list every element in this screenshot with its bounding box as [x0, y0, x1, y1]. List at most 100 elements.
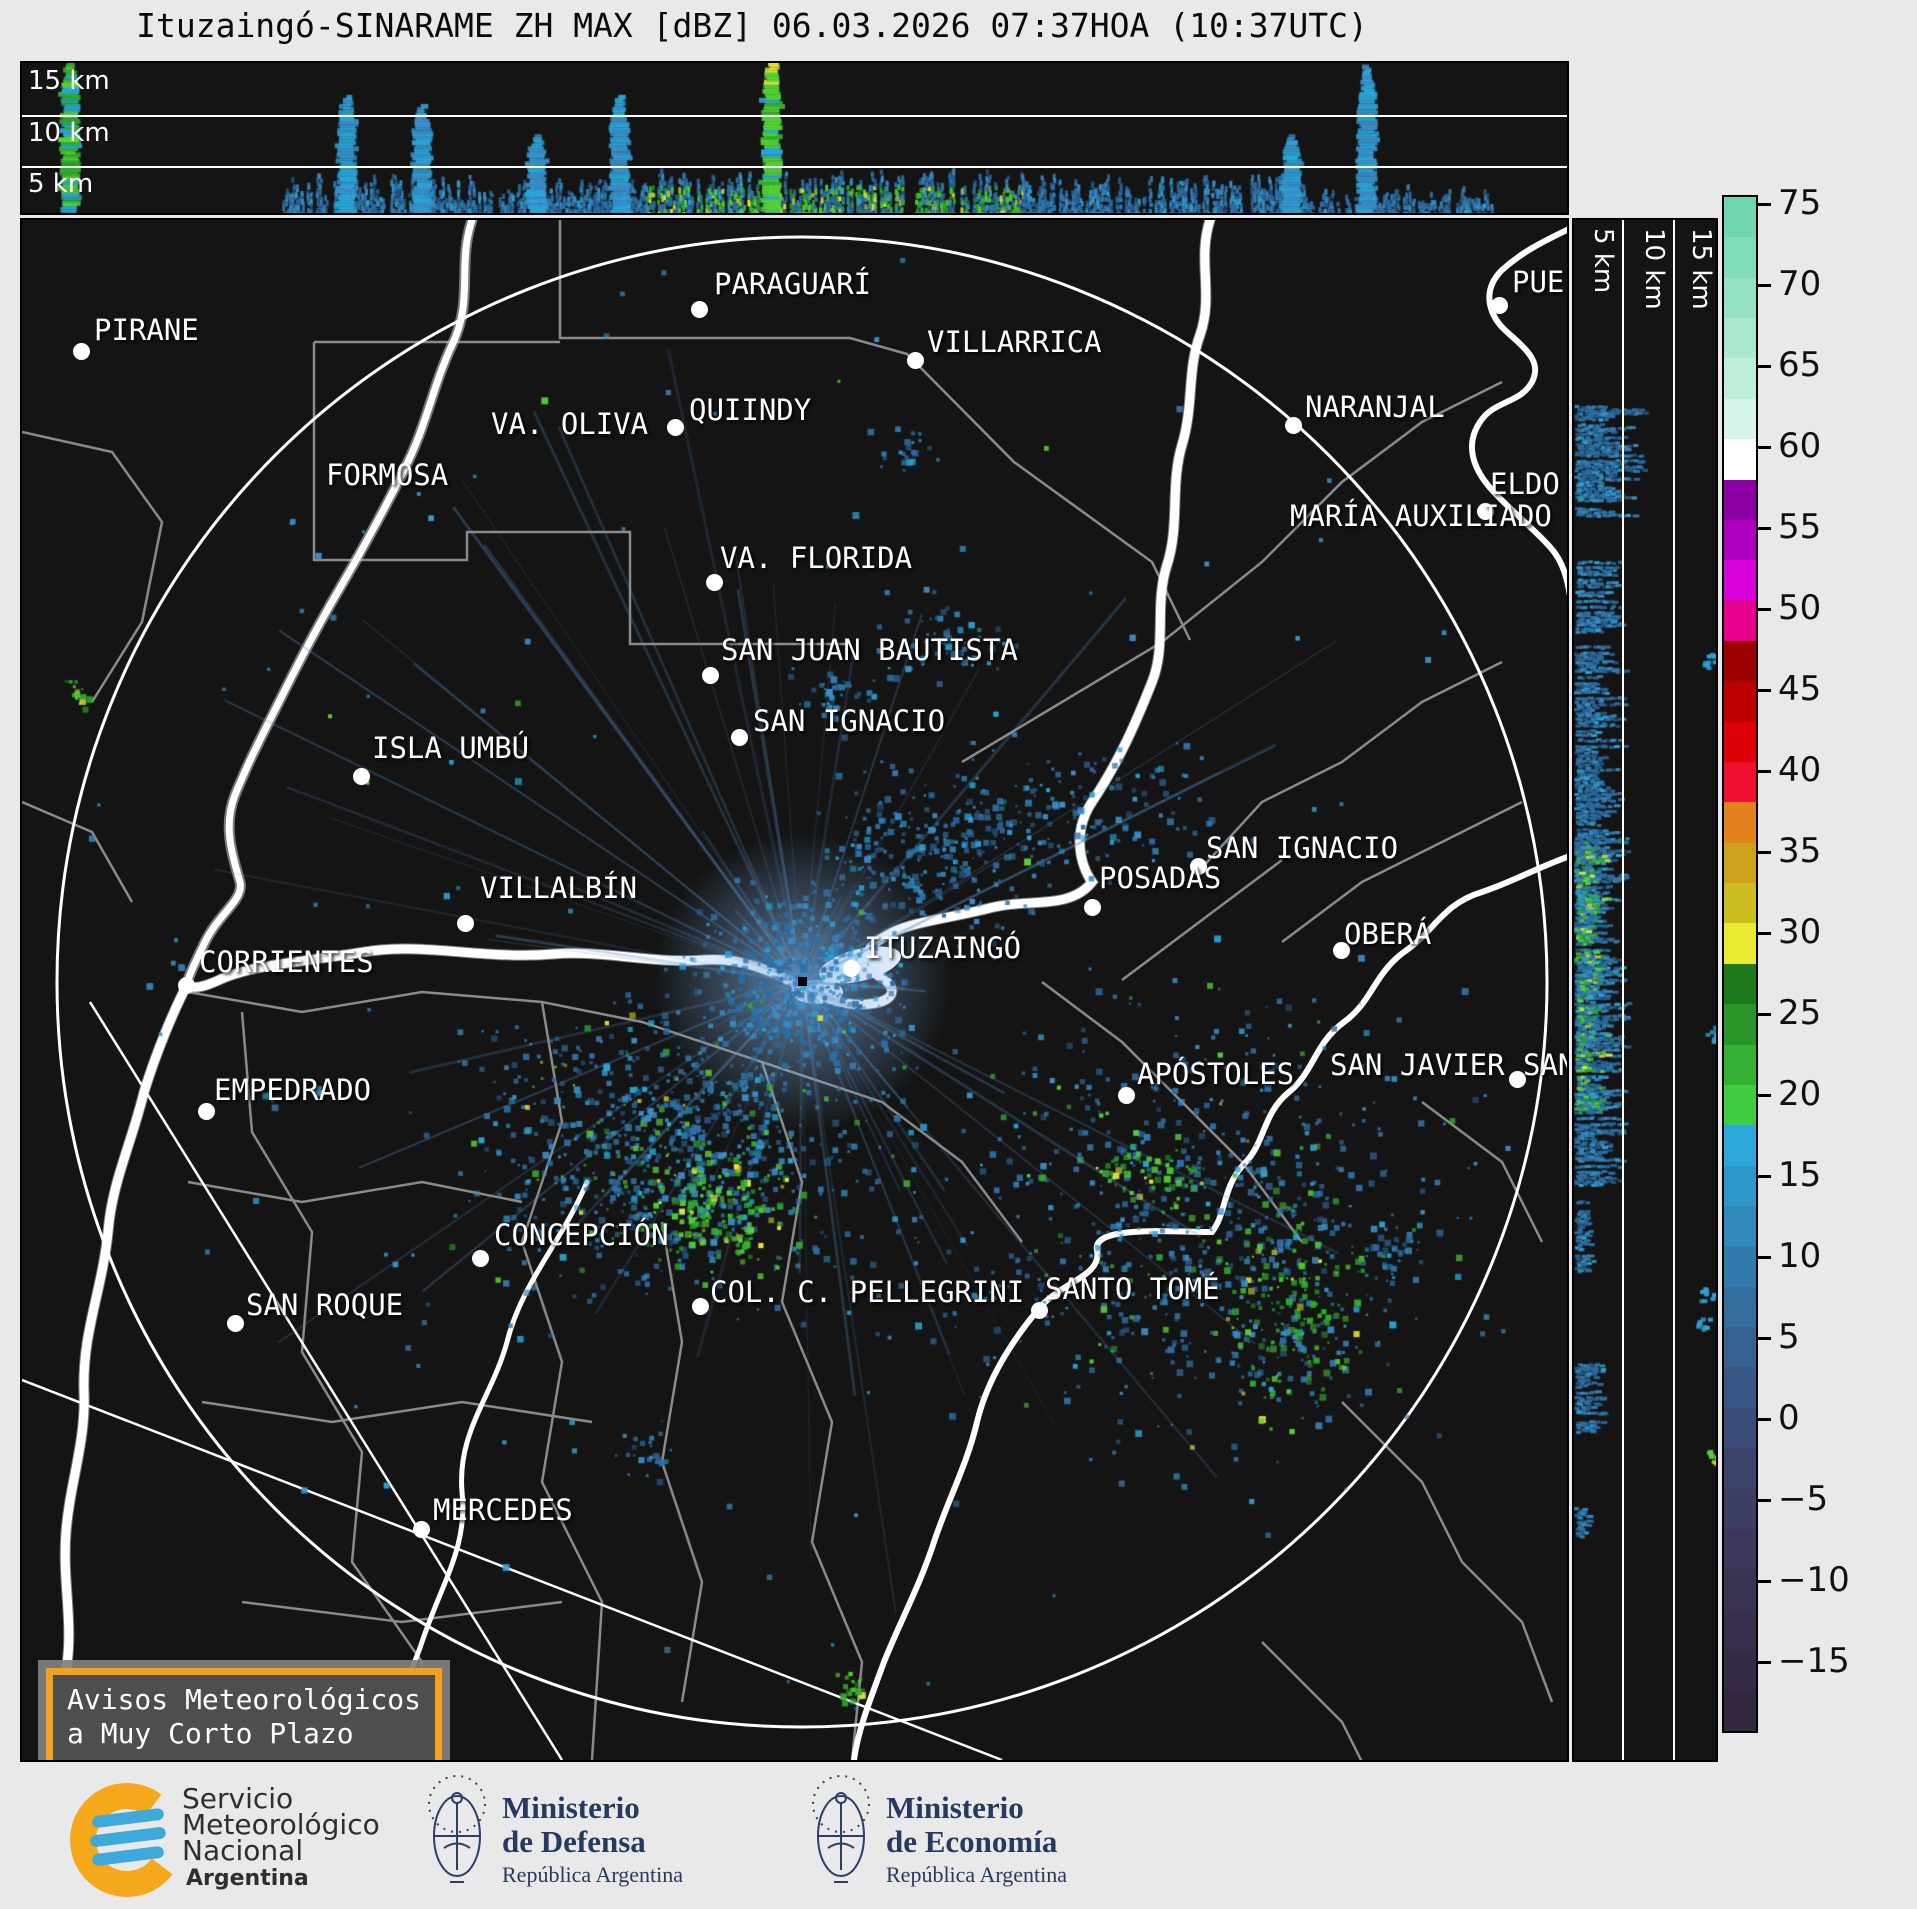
colorbar-segment — [1724, 640, 1756, 682]
city-label: SAN IGNACIO — [753, 704, 946, 738]
city-label: VILLARRICA — [927, 325, 1102, 359]
city-dot — [907, 352, 924, 369]
colorbar-tick-label: 60 — [1778, 426, 1822, 466]
city-dot — [702, 667, 719, 684]
city-dot — [1509, 1071, 1526, 1088]
colorbar-tick — [1758, 1418, 1771, 1421]
coat-of-arms-icon — [428, 1775, 486, 1883]
height-label-10km: 10 km — [28, 118, 110, 148]
city-dot — [73, 343, 90, 360]
colorbar-segment — [1724, 1205, 1756, 1247]
colorbar-segment — [1724, 519, 1756, 561]
city-label: CONCEPCIÓN — [494, 1218, 669, 1252]
colorbar-segment — [1724, 1246, 1756, 1287]
colorbar-tick-label: 75 — [1778, 183, 1822, 223]
cross-section-right-echoes — [1574, 220, 1716, 1760]
colorbar-tick — [1758, 1013, 1771, 1016]
colorbar-segment — [1724, 358, 1756, 399]
radar-map-panel: PARAGUARÍ PIRANE VILLARRICA QUIINDY VA. OLIV… — [20, 218, 1569, 1762]
city-label: ITUZAINGÓ — [864, 931, 1022, 965]
colorbar-segment — [1724, 1407, 1756, 1449]
colorbar-segment — [1724, 681, 1756, 722]
city-label: QUIINDY — [689, 393, 812, 427]
colorbar-segment — [1724, 277, 1756, 319]
city-label: FORMOSA — [326, 458, 449, 492]
city-dot — [731, 729, 748, 746]
colorbar-segment — [1724, 197, 1756, 238]
colorbar-tick-label: 70 — [1778, 264, 1822, 304]
radar-echo-layer — [22, 220, 1567, 1760]
colorbar-tick-label: 35 — [1778, 831, 1822, 871]
colorbar-tick — [1758, 527, 1771, 530]
city-label: SAN JUAN BAUTISTA — [721, 633, 1018, 667]
cross-section-top-panel: 15 km 10 km 5 km — [20, 61, 1569, 215]
city-label: PUE — [1512, 265, 1565, 299]
city-dot — [1084, 899, 1101, 916]
colorbar-tick — [1758, 1094, 1771, 1097]
height-label-15km-v: 15 km — [1686, 228, 1716, 310]
city-dot — [706, 574, 723, 591]
defensa-text-1: Ministerio — [502, 1790, 640, 1825]
notice-line-2: a Muy Corto Plazo — [67, 1717, 354, 1750]
city-dot — [1285, 417, 1302, 434]
notice-line-1: Avisos Meteorológicos — [67, 1683, 422, 1716]
defensa-text-2: de Defensa — [502, 1824, 646, 1859]
height-label-5km: 5 km — [28, 169, 94, 199]
height-line-5km — [22, 166, 1567, 168]
colorbar-segment — [1724, 237, 1756, 278]
colorbar-tick-label: 45 — [1778, 669, 1822, 709]
colorbar-segment — [1724, 560, 1756, 601]
height-line-5km-v — [1622, 220, 1624, 1760]
colorbar-segment — [1724, 1327, 1756, 1368]
colorbar-tick-label: 50 — [1778, 588, 1822, 628]
colorbar-tick — [1758, 1580, 1771, 1583]
page-title: Ituzaingó-SINARAME ZH MAX [dBZ] 06.03.20… — [136, 6, 1368, 45]
dbz-colorbar — [1722, 195, 1758, 1733]
city-label: OBERÁ — [1344, 917, 1432, 951]
colorbar-segment — [1724, 1367, 1756, 1408]
colorbar-tick — [1758, 1499, 1771, 1502]
colorbar-tick — [1758, 1175, 1771, 1178]
colorbar-tick-label: 30 — [1778, 912, 1822, 952]
city-dot — [667, 419, 684, 436]
smn-text-2: Meteorológico — [182, 1808, 380, 1841]
colorbar-tick-label: −5 — [1778, 1479, 1829, 1519]
city-label: ELDO — [1490, 467, 1560, 501]
economia-text-1: Ministerio — [886, 1790, 1024, 1825]
colorbar-segment — [1724, 1649, 1756, 1691]
city-label: EMPEDRADO — [214, 1073, 372, 1107]
colorbar-tick-label: 15 — [1778, 1155, 1822, 1195]
colorbar-tick-label: −15 — [1778, 1641, 1850, 1681]
colorbar-segment — [1724, 1609, 1756, 1650]
city-dot — [353, 768, 370, 785]
colorbar-tick-label: 20 — [1778, 1074, 1822, 1114]
city-label: APÓSTOLES — [1137, 1057, 1295, 1091]
city-dot — [1333, 942, 1350, 959]
colorbar-segment — [1724, 600, 1756, 641]
colorbar-segment — [1724, 318, 1756, 359]
city-dot — [1491, 297, 1508, 314]
colorbar-tick — [1758, 770, 1771, 773]
colorbar-tick-label: −10 — [1778, 1560, 1850, 1600]
city-label: MARÍA AUXILIADO — [1290, 499, 1552, 533]
colorbar-tick — [1758, 1256, 1771, 1259]
colorbar-tick — [1758, 608, 1771, 611]
colorbar-segment — [1724, 1488, 1756, 1529]
city-dot — [843, 960, 860, 977]
city-label: SAN — [1523, 1048, 1567, 1082]
colorbar-segment — [1724, 721, 1756, 763]
colorbar-segment — [1724, 1084, 1756, 1126]
city-dot — [472, 1250, 489, 1267]
city-dot — [178, 977, 195, 994]
colorbar-tick-label: 10 — [1778, 1236, 1822, 1276]
colorbar-tick — [1758, 1661, 1771, 1664]
colorbar-segment — [1724, 1690, 1756, 1731]
colorbar-tick — [1758, 851, 1771, 854]
colorbar-tick-label: 65 — [1778, 345, 1822, 385]
colorbar-segment — [1724, 479, 1756, 520]
city-label: SAN JAVIER — [1330, 1048, 1505, 1082]
colorbar-tick-label: 5 — [1778, 1317, 1800, 1357]
city-label: ISLA UMBÚ — [372, 731, 530, 765]
colorbar-tick-label: 25 — [1778, 993, 1822, 1033]
city-label: VA. OLIVA — [491, 407, 649, 441]
